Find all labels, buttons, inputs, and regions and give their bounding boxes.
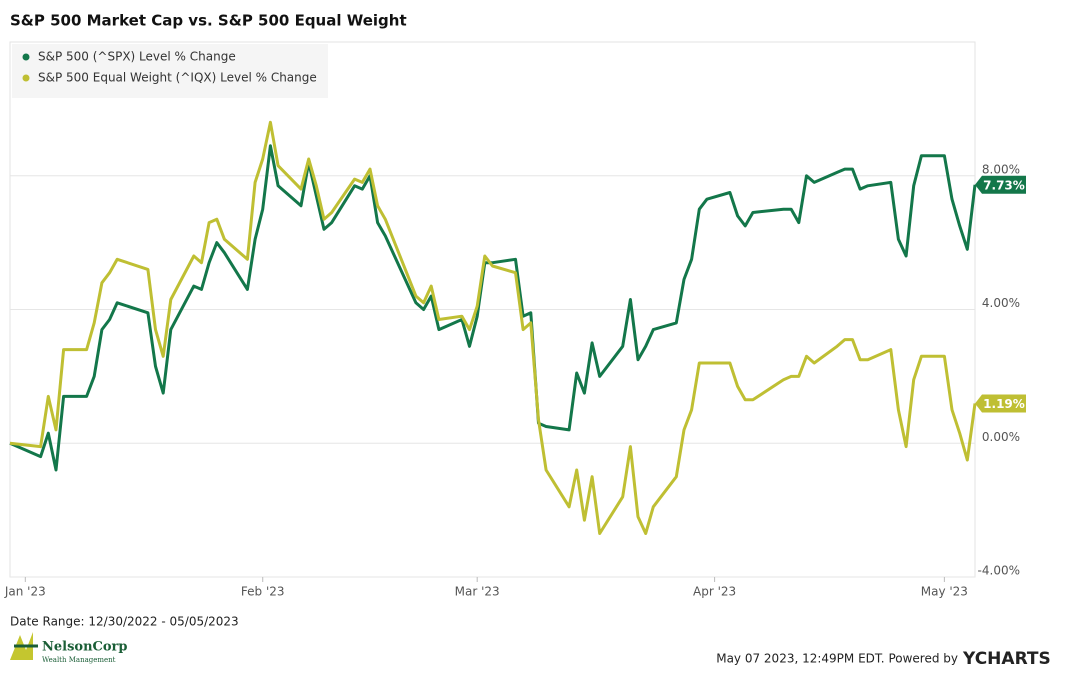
x-tick-label: Apr '23 bbox=[693, 585, 736, 599]
chart-title: S&P 500 Market Cap vs. S&P 500 Equal Wei… bbox=[10, 12, 407, 30]
brand: YCHARTS bbox=[962, 649, 1051, 669]
x-tick-label: Mar '23 bbox=[455, 585, 500, 599]
legend-marker bbox=[22, 74, 30, 82]
footer: May 07 2023, 12:49PM EDT. Powered by bbox=[716, 652, 958, 666]
date-range: Date Range: 12/30/2022 - 05/05/2023 bbox=[10, 615, 239, 629]
logo-tagline: Wealth Management bbox=[42, 656, 116, 664]
end-flag bbox=[975, 175, 1026, 194]
y-tick-label: -4.00% bbox=[978, 564, 1020, 578]
legend-marker bbox=[22, 53, 30, 61]
y-tick-label: 8.00% bbox=[982, 162, 1020, 176]
end-label: 7.73% bbox=[983, 178, 1025, 192]
logo-name: NelsonCorp bbox=[42, 640, 128, 655]
end-flag bbox=[975, 394, 1026, 413]
legend-label: S&P 500 Equal Weight (^IQX) Level % Chan… bbox=[38, 71, 317, 85]
y-tick-label: 0.00% bbox=[982, 430, 1020, 444]
series-line bbox=[9, 120, 977, 535]
x-tick-label: Feb '23 bbox=[241, 585, 285, 599]
series-line bbox=[9, 144, 977, 472]
y-tick-label: 4.00% bbox=[982, 296, 1020, 310]
legend-box bbox=[12, 44, 328, 98]
legend-label: S&P 500 (^SPX) Level % Change bbox=[38, 50, 236, 64]
x-tick-label: May '23 bbox=[921, 585, 968, 599]
x-tick-label: Jan '23 bbox=[4, 585, 46, 599]
end-label: 1.19% bbox=[983, 397, 1025, 411]
